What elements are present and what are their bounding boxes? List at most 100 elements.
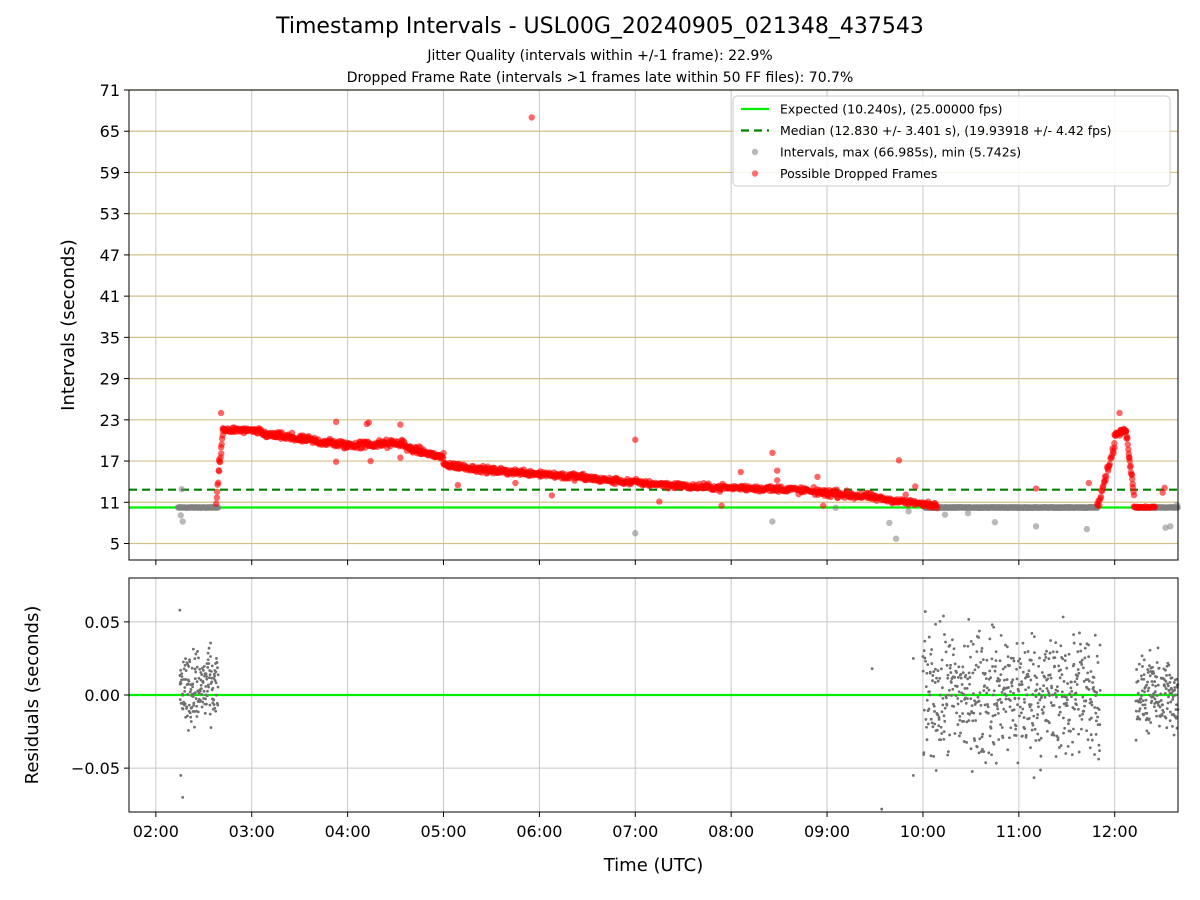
residual-point [939,738,943,742]
residual-point [981,747,984,751]
residual-point [1056,736,1060,740]
residuals-panel: −0.05 0.00 0.05 02:00 03:00 04:00 05:00 06:00 07… [22,577,1180,876]
residual-point [977,629,981,633]
residual-point [1048,673,1052,677]
residual-point [992,625,996,629]
residual-point [1042,684,1045,688]
residual-point [1159,692,1163,696]
residual-point [1056,738,1060,742]
residual-point [941,697,945,700]
residual-point [934,769,938,772]
residual-point [1096,661,1100,664]
residual-point [1145,729,1149,733]
residual-point [1158,705,1162,709]
residual-point [974,663,978,667]
residual-point [971,671,975,675]
residual-point [964,673,968,677]
residual-point [206,651,210,655]
residual-point [1064,695,1068,699]
residual-point [992,742,996,746]
residual-point [1038,698,1042,702]
residual-point [1015,667,1018,671]
residual-point [940,732,944,735]
residual-point [931,674,935,677]
residual-point [1036,732,1040,736]
interval-point [632,530,639,537]
residual-point [1007,686,1010,689]
residual-point [990,623,994,627]
residual-point [924,659,927,663]
residual-point [1029,746,1032,750]
residual-point [1061,615,1065,619]
residual-point [180,678,183,682]
residual-point [1027,686,1031,689]
residual-point [928,670,932,674]
residual-point [1140,694,1143,698]
residual-point [998,659,1002,663]
residual-point [188,660,192,664]
residual-point [937,715,941,719]
residual-point [1033,727,1037,731]
residual-point [923,656,927,660]
residual-point [1040,671,1044,674]
dropped-frame-point [1096,502,1103,509]
residual-point [995,702,999,705]
residual-point [1147,731,1151,735]
residual-point [942,730,946,734]
interval-point [1173,501,1181,509]
residual-point [212,672,216,676]
residual-point [972,692,975,696]
residual-point [1039,754,1043,758]
residual-point [979,750,983,753]
residual-point [979,703,983,707]
residual-point [1048,651,1052,655]
residual-point [1015,677,1019,681]
residual-point [989,720,993,724]
residual-point [192,703,196,707]
residual-point [1158,724,1161,728]
residual-point [1009,726,1013,730]
residual-point [181,707,185,711]
residual-point [1019,662,1023,666]
residual-point [959,672,963,676]
residual-point [1159,699,1163,702]
residual-point [1034,739,1038,742]
residual-point [1046,689,1050,693]
residual-point [186,662,190,666]
residual-point [215,661,219,665]
residual-point [1146,668,1150,671]
residual-point [1004,697,1008,701]
residual-point [181,795,185,799]
residual-point [1155,675,1159,679]
residuals-points [178,608,1180,811]
residual-point [1075,683,1079,686]
residual-point [1083,704,1087,708]
residual-point [956,702,960,706]
residual-point [944,694,948,698]
residual-point [951,653,955,657]
residual-point [1072,662,1076,666]
residual-point [1051,650,1055,654]
residual-point [1155,661,1159,664]
residual-point [999,633,1003,637]
residual-point [1051,731,1055,735]
residual-point [975,745,979,749]
residual-point [1005,645,1009,649]
dropped-frame-point [213,488,221,495]
residual-point [195,704,199,708]
residual-point [989,676,993,680]
residual-point [204,684,208,688]
residual-point [183,702,187,706]
dropped-frame-point [1111,444,1118,451]
residual-point [940,710,944,714]
residual-point [1168,681,1172,684]
residual-point [1035,716,1039,720]
residual-point [977,665,980,669]
residual-point [208,673,212,677]
residual-point [986,702,989,706]
residual-point [936,679,940,683]
residual-point [216,666,219,670]
residual-point [948,733,952,737]
residual-point [1137,662,1141,666]
residual-point [1057,713,1061,717]
